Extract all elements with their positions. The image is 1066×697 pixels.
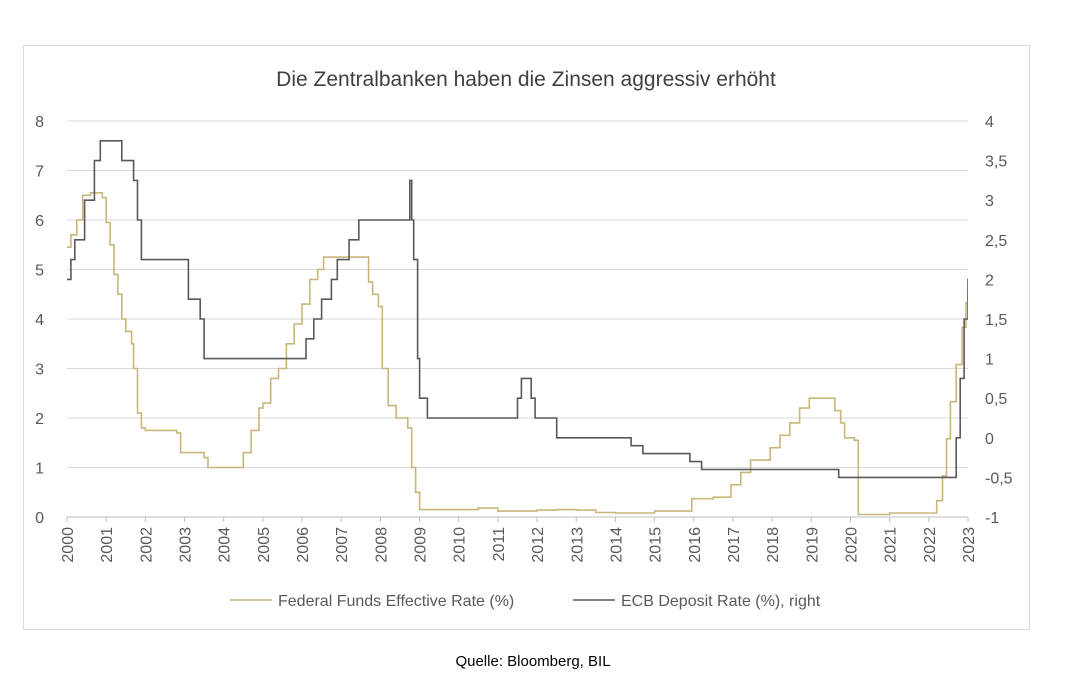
x-tick-label: 2018 xyxy=(765,527,782,563)
grid-lines xyxy=(67,120,968,468)
x-tick-label: 2007 xyxy=(334,527,351,563)
legend: Federal Funds Effective Rate (%) ECB Dep… xyxy=(230,593,821,610)
right-tick-label: 0 xyxy=(985,431,994,448)
right-axis-ticks: -1 -0,5 0 0,5 1 1,5 2 2,5 3 3,5 4 xyxy=(985,114,1013,527)
chart-title: Die Zentralbanken haben die Zinsen aggre… xyxy=(276,68,776,91)
chart-container: Die Zentralbanken haben die Zinsen aggre… xyxy=(23,45,1030,630)
series-lines xyxy=(67,140,968,516)
left-tick-label: 8 xyxy=(35,114,44,131)
left-axis-ticks: 0 1 2 3 4 5 6 7 8 xyxy=(35,114,44,527)
x-tick-label: 2010 xyxy=(452,527,469,563)
x-tick-label: 2003 xyxy=(178,527,195,563)
left-tick-label: 2 xyxy=(35,411,44,428)
x-tick-label: 2020 xyxy=(843,527,860,563)
x-tick-label: 2015 xyxy=(648,527,665,563)
legend-label-fed-funds: Federal Funds Effective Rate (%) xyxy=(278,593,514,610)
left-tick-label: 3 xyxy=(35,362,44,379)
right-tick-label: 2 xyxy=(985,272,994,289)
x-tick-label: 2000 xyxy=(60,527,77,563)
right-tick-label: 3 xyxy=(985,193,994,210)
x-tick-label: 2011 xyxy=(491,527,508,562)
right-tick-label: 3,5 xyxy=(985,154,1007,171)
x-tick-label: 2008 xyxy=(373,527,390,563)
right-tick-label: -0,5 xyxy=(985,470,1013,487)
x-tick-label: 2022 xyxy=(922,527,939,563)
right-tick-label: 0,5 xyxy=(985,391,1007,408)
left-tick-label: 0 xyxy=(35,510,44,527)
right-tick-label: 4 xyxy=(985,114,994,131)
chart-svg: Die Zentralbanken haben die Zinsen aggre… xyxy=(35,68,1013,610)
x-tick-label: 2013 xyxy=(569,527,586,563)
x-tick-label: 2016 xyxy=(687,527,704,563)
x-tick-label: 2019 xyxy=(804,527,821,563)
series-line-ecb-deposit xyxy=(67,140,968,479)
source-note: Quelle: Bloomberg, BIL xyxy=(455,653,611,670)
x-tick-label: 2017 xyxy=(726,527,743,563)
x-axis-ticks: 2000 2001 2002 2003 2004 2005 2006 2007 2008 2009… xyxy=(60,517,978,563)
right-tick-label: 1,5 xyxy=(985,312,1007,329)
left-tick-label: 6 xyxy=(35,213,44,230)
x-tick-label: 2021 xyxy=(883,527,900,563)
x-tick-label: 2002 xyxy=(138,527,155,563)
right-tick-label: 2,5 xyxy=(985,233,1007,250)
left-tick-label: 1 xyxy=(35,461,44,478)
x-tick-label: 2006 xyxy=(295,527,312,563)
x-tick-label: 2004 xyxy=(217,527,234,563)
left-tick-label: 4 xyxy=(35,312,44,329)
x-tick-label: 2005 xyxy=(256,527,273,563)
x-tick-label: 2009 xyxy=(413,527,430,563)
left-tick-label: 7 xyxy=(35,164,44,181)
x-tick-label: 2014 xyxy=(608,527,625,563)
left-tick-label: 5 xyxy=(35,263,44,280)
x-tick-label: 2001 xyxy=(99,527,116,563)
series-line-fed-funds xyxy=(67,192,968,516)
right-tick-label: 1 xyxy=(985,352,994,369)
right-tick-label: -1 xyxy=(985,510,999,527)
x-tick-label: 2023 xyxy=(961,527,978,563)
legend-label-ecb-deposit: ECB Deposit Rate (%), right xyxy=(621,593,821,610)
x-tick-label: 2012 xyxy=(530,527,547,563)
